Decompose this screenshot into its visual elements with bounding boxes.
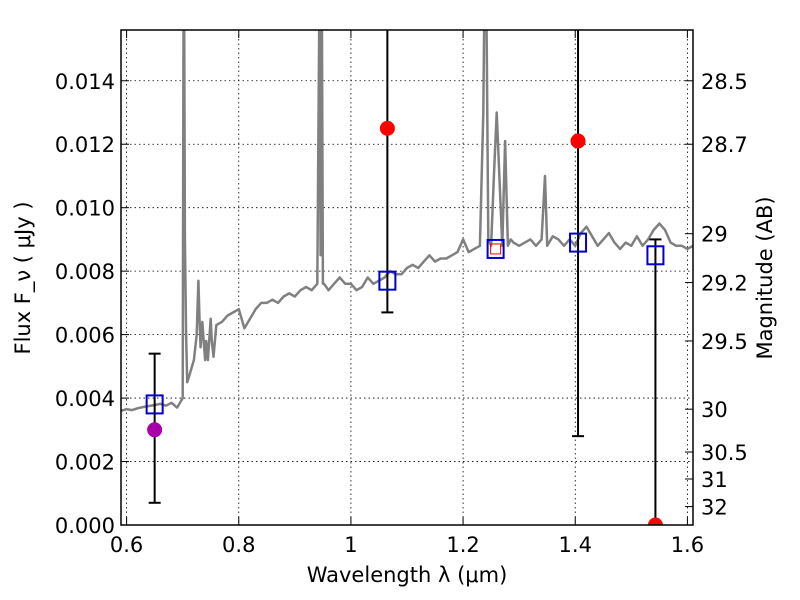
- x-axis-label: Wavelength λ (μm): [307, 563, 508, 587]
- x-tick-label: 1: [344, 533, 357, 557]
- x-tick-label: 1.2: [446, 533, 479, 557]
- right-tick-label: 32: [701, 496, 728, 520]
- model-point: [569, 232, 588, 253]
- y-axis-label: Flux F_ν ( μJy ): [11, 201, 36, 354]
- plot-area: [121, 30, 693, 525]
- y-axis-ticks: 0.000 0.002 0.004 0.006 0.008 0.010 0.012 0.014: [55, 70, 129, 538]
- right-tick-label: 30.5: [701, 441, 748, 465]
- data-markers: [145, 120, 665, 525]
- right-tick-label: 28.5: [701, 70, 748, 94]
- model-point: [378, 270, 397, 291]
- model-point: [646, 245, 665, 266]
- model-point: [486, 238, 505, 259]
- inner-marker: [490, 243, 502, 255]
- x-tick-label: 0.6: [110, 533, 143, 557]
- right-tick-label: 31: [701, 468, 728, 492]
- y-tick-label: 0.008: [55, 260, 115, 284]
- photometry-point: [570, 133, 586, 149]
- right-axis-label: Magnitude (AB): [753, 196, 777, 359]
- plot-frame: [120, 29, 694, 526]
- grid-lines: [121, 30, 693, 525]
- photometry-point: [147, 422, 163, 438]
- right-tick-label: 29: [701, 223, 728, 247]
- x-tick-label: 1.6: [671, 533, 704, 557]
- photometry-point: [379, 120, 395, 136]
- right-tick-label: 29.2: [701, 272, 748, 296]
- y-tick-label: 0.002: [55, 451, 115, 475]
- y-tick-label: 0.006: [55, 324, 115, 348]
- spectrum-line: [121, 30, 693, 413]
- model-point: [145, 394, 164, 415]
- x-tick-label: 1.4: [559, 533, 592, 557]
- right-tick-label: 30: [701, 398, 728, 422]
- right-axis-ticks: 28.5 28.7 29 29.2 29.5 30 30.5 31 32: [685, 70, 748, 520]
- y-tick-label: 0.004: [55, 387, 115, 411]
- y-tick-label: 0.012: [55, 133, 115, 157]
- right-tick-label: 29.5: [701, 330, 748, 354]
- error-bars: [148, 30, 662, 525]
- y-tick-label: 0.010: [55, 197, 115, 221]
- x-tick-label: 0.8: [222, 533, 255, 557]
- x-axis-ticks: 0.6 0.8 1 1.2 1.4 1.6: [110, 30, 704, 557]
- y-tick-label: 0.000: [55, 514, 115, 538]
- right-tick-label: 28.7: [701, 133, 748, 157]
- photometry-point: [647, 517, 663, 525]
- y-tick-label: 0.014: [55, 70, 115, 94]
